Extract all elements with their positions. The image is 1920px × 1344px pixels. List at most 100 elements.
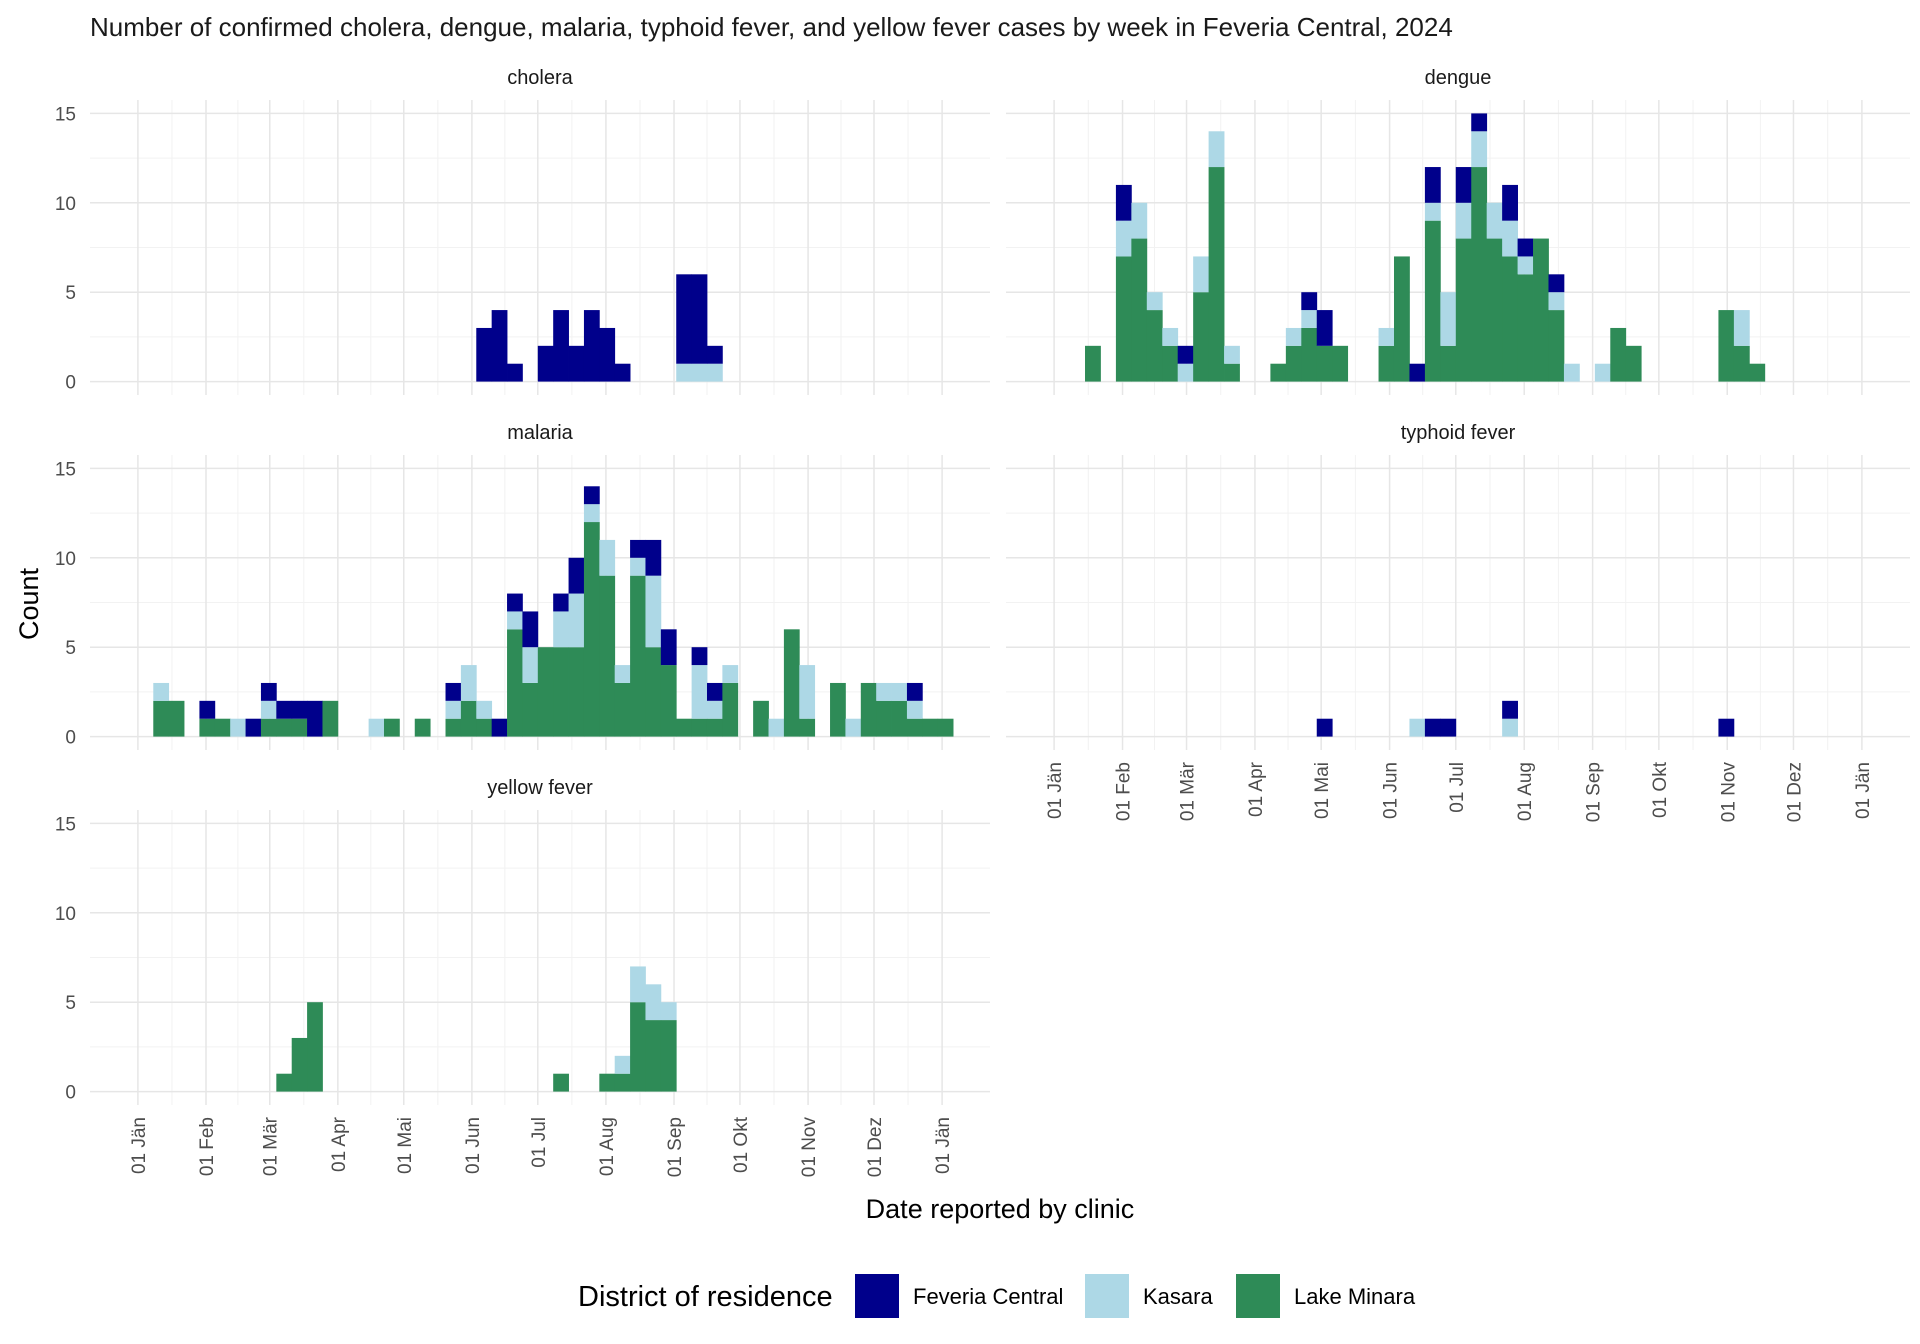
bar-lake-minara-week-26 [522,682,539,737]
bar-kasara-week-30 [1502,220,1518,257]
facet-panels: cholera 0 5 10 15 dengue malaria 0 5 10 15 typhoid … [55,67,1910,1177]
bar-feveria-central-week-24 [491,718,508,737]
x-tick-label: 01 Feb [1114,762,1135,821]
legend-title: District of residence [578,1281,833,1313]
x-tick-label: 01 Dez [865,1117,886,1177]
bar-kasara-week-10 [1193,256,1210,293]
x-tick-label: 01 Jul [529,1117,550,1168]
bar-feveria-central-week-51 [906,682,923,701]
bar-feveria-central-week-18 [1316,718,1333,737]
bar-kasara-week-29 [1486,202,1503,239]
bar-lake-minara-week-26 [1440,345,1457,382]
bar-kasara-week-31 [599,539,616,576]
bar-lake-minara-week-33 [1548,310,1565,382]
bar-feveria-central-week-32 [614,363,631,382]
bar-kasara-week-38 [706,363,723,382]
x-tick-label: 01 Nov [799,1117,820,1178]
x-tick-label: 01 Sep [1584,762,1605,822]
bar-kasara-week-37 [691,363,708,382]
bars-dengue [1085,113,1766,382]
bar-kasara-week-2 [153,682,170,701]
bar-kasara-week-51 [906,700,923,719]
bar-lake-minara-week-6 [1131,238,1148,382]
bar-feveria-central-week-27 [537,345,554,382]
bar-lake-minara-week-52 [922,718,939,737]
panel-typhoid-fever: typhoid fever 01 Jän 01 Feb 01 Mär 01 Apr 01 … [1006,422,1910,822]
bar-lake-minara-week-33 [630,1002,646,1092]
bar-kasara-week-31 [1517,256,1534,275]
bar-kasara-week-16 [368,718,385,737]
bar-lake-minara-week-23 [476,718,493,737]
bar-kasara-week-5 [1115,220,1132,257]
bar-lake-minara-week-23 [1393,256,1410,382]
bar-lake-minara-week-19 [414,718,431,737]
y-tick-label: 5 [65,993,76,1014]
bar-kasara-week-6 [1131,202,1148,239]
bar-feveria-central-week-18 [1316,310,1333,346]
bar-lake-minara-week-12 [1224,363,1240,382]
bar-kasara-week-29 [568,593,585,648]
bar-kasara-week-26 [522,647,539,683]
bar-kasara-week-28 [1471,131,1488,168]
bar-kasara-week-44 [799,665,816,719]
bar-lake-minara-week-33 [630,575,646,737]
bar-lake-minara-week-7 [1146,310,1163,382]
bars-yellow-fever [276,966,677,1092]
bar-lake-minara-week-37 [1610,327,1627,382]
bar-kasara-week-27 [1455,202,1472,239]
bar-lake-minara-week-34 [645,1020,662,1092]
bar-kasara-week-23 [476,700,493,719]
x-tick-label: 01 Mär [1178,761,1199,821]
legend-label-lake-minara: Lake Minara [1294,1284,1416,1309]
bar-lake-minara-week-38 [1625,345,1642,382]
bar-kasara-week-22 [460,665,477,701]
bar-lake-minara-week-5 [199,718,216,737]
x-tick-label: 01 Feb [197,1117,218,1176]
bar-kasara-week-21 [445,700,462,719]
bar-lake-minara-week-11 [1208,167,1225,382]
bar-lake-minara-week-31 [599,1073,616,1092]
x-tick-label: 01 Apr [1246,761,1267,817]
bar-kasara-week-22 [1378,327,1395,346]
bar-lake-minara-week-29 [1486,238,1503,382]
bar-feveria-central-week-8 [245,718,262,737]
bar-lake-minara-week-3 [1085,345,1101,382]
bar-kasara-week-38 [706,700,723,719]
bar-feveria-central-week-37 [691,274,708,364]
x-tick-label: 01 Apr [329,1116,350,1172]
bar-kasara-week-42 [768,718,785,737]
bar-kasara-week-35 [660,1002,677,1021]
bar-lake-minara-week-27 [1455,238,1472,382]
bar-lake-minara-week-30 [583,522,600,737]
bar-lake-minara-week-46 [830,682,846,737]
bar-feveria-central-week-26 [1440,718,1457,737]
bar-lake-minara-week-22 [460,700,477,737]
bar-lake-minara-week-10 [276,1073,293,1092]
bar-kasara-week-36 [676,363,693,382]
bar-lake-minara-week-8 [1162,345,1179,382]
bar-lake-minara-week-3 [168,700,185,737]
bar-lake-minara-week-39 [722,682,739,737]
bar-feveria-central-week-31 [599,327,616,382]
y-tick-label: 15 [55,459,76,480]
bar-lake-minara-week-25 [1424,220,1441,382]
legend-label-feveria-central: Feveria Central [913,1284,1063,1309]
bar-feveria-central-week-17 [1301,292,1318,311]
bar-lake-minara-week-31 [599,575,616,737]
bar-lake-minara-week-28 [553,647,569,737]
y-tick-label: 5 [65,638,76,659]
x-tick-label: 01 Dez [1784,762,1805,822]
bar-lake-minara-week-36 [676,718,693,737]
bar-lake-minara-week-10 [276,718,293,737]
bar-kasara-week-28 [553,611,569,648]
bar-feveria-central-week-29 [568,557,585,594]
bar-feveria-central-week-11 [291,700,308,719]
bar-kasara-week-47 [845,718,862,737]
bar-feveria-central-week-24 [491,310,508,382]
y-tick-label: 5 [65,283,76,304]
x-tick-label: 01 Okt [1650,761,1671,818]
bar-lake-minara-week-18 [1316,345,1333,382]
bar-feveria-central-week-9 [260,682,277,701]
bar-kasara-week-11 [1208,131,1225,168]
legend-key-kasara [1085,1274,1129,1318]
